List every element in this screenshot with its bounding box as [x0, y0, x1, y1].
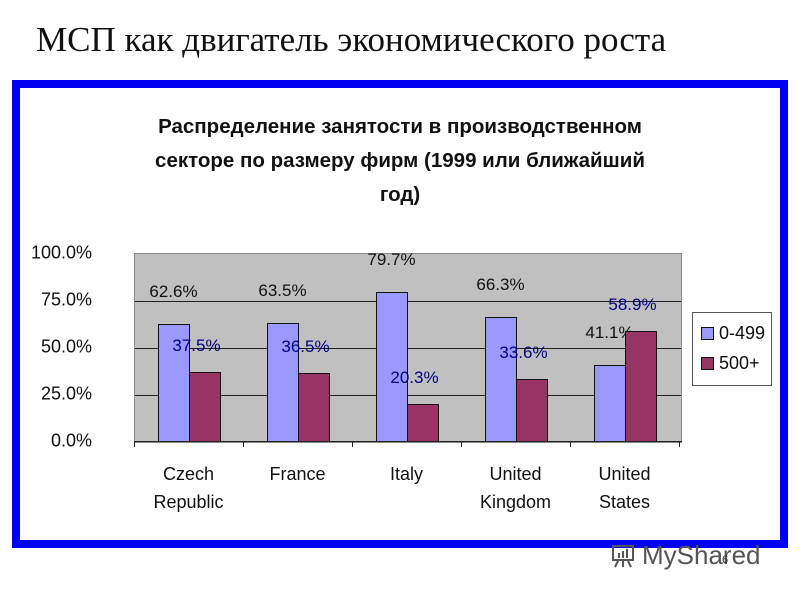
legend-swatch: [701, 357, 714, 370]
x-tick: [679, 441, 680, 447]
x-label-united-states: United States: [598, 464, 651, 512]
bar-0-499-united-kingdom: [485, 317, 517, 442]
y-tick-label: 50.0%: [40, 336, 92, 357]
data-label: 66.3%: [476, 275, 525, 295]
bar-500plus-italy: [407, 403, 439, 442]
x-tick: [134, 441, 135, 447]
slide-title: МСП как двигатель экономического роста: [36, 20, 667, 59]
bar-0-499-italy: [376, 292, 408, 442]
data-label: 58.9%: [608, 295, 657, 315]
bar-500plus-united-kingdom: [516, 378, 548, 442]
bar-500plus-czech-republic: [189, 371, 221, 442]
x-label-france: France: [269, 464, 326, 484]
x-label-czech-republic: Czech Republic: [153, 464, 224, 512]
data-label: 37.5%: [172, 335, 221, 355]
x-label-united-kingdom: United Kingdom: [479, 464, 552, 512]
legend: 0-499 500+: [692, 312, 772, 386]
x-tick: [352, 441, 353, 447]
x-tick: [570, 441, 571, 447]
watermark: MyShared: [610, 540, 761, 571]
page-number: 6: [722, 554, 729, 566]
chart-title-line: секторе по размеру фирм (1999 или ближай…: [155, 149, 645, 172]
legend-item-500-plus: 500+: [701, 353, 760, 374]
data-label: 36.5%: [281, 337, 330, 357]
bar-500plus-united-states: [625, 331, 657, 442]
bar-0-499-united-states: [594, 364, 626, 442]
bar-500plus-france: [298, 373, 330, 442]
chart-title-line: Распределение занятости в производственн…: [158, 115, 642, 138]
x-axis: [134, 441, 682, 442]
x-tick: [243, 441, 244, 447]
x-tick: [461, 441, 462, 447]
data-label: 20.3%: [390, 367, 439, 387]
y-tick-label: 25.0%: [40, 383, 92, 404]
chart-title: Распределение занятости в производственн…: [120, 110, 680, 212]
gridline: [135, 301, 681, 302]
gridline: [135, 348, 681, 349]
x-label-italy: Italy: [389, 464, 423, 484]
data-label: 33.6%: [499, 342, 548, 362]
y-tick-label: 75.0%: [40, 289, 92, 310]
gridline: [135, 395, 681, 396]
data-label: 79.7%: [367, 250, 416, 270]
legend-swatch: [701, 327, 714, 340]
data-label: 41.1%: [585, 322, 634, 342]
data-label: 62.6%: [149, 282, 198, 302]
presentation-board-icon: [612, 544, 634, 567]
y-tick-label: 100.0%: [30, 242, 92, 263]
chart-title-line: год): [379, 183, 421, 206]
y-tick-label: 0.0%: [50, 430, 92, 451]
data-label: 63.5%: [258, 280, 307, 300]
chart-frame: Распределение занятости в производственн…: [12, 80, 788, 548]
legend-item-0-499: 0-499: [701, 323, 765, 344]
plot-area: 62.6% 37.5% 63.5% 36.5% 79.7% 20.3% 66.3% 33.6%…: [134, 250, 682, 443]
